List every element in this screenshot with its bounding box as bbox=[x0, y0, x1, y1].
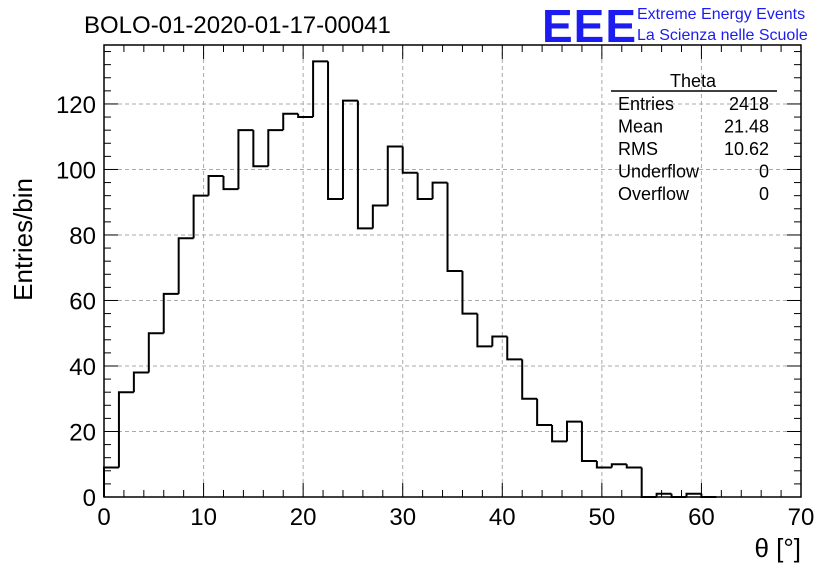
histogram-bin bbox=[521, 359, 538, 400]
axis-ticks bbox=[103, 45, 802, 498]
histogram-bin bbox=[222, 176, 239, 191]
stats-value: 0 bbox=[759, 184, 769, 204]
y-tick-label: 40 bbox=[69, 354, 96, 381]
histogram-bin bbox=[147, 332, 164, 373]
chart-title: BOLO-01-2020-01-17-00041 bbox=[84, 12, 391, 39]
stats-value: 0 bbox=[759, 162, 769, 182]
stats-value: 2418 bbox=[729, 94, 769, 114]
y-tick-label: 80 bbox=[69, 223, 96, 250]
histogram-bin bbox=[625, 464, 642, 469]
x-tick-label: 0 bbox=[97, 504, 110, 531]
histogram-bin bbox=[610, 463, 627, 468]
histogram-bin bbox=[207, 175, 224, 196]
histogram-bin bbox=[237, 129, 254, 190]
histogram-bin bbox=[476, 313, 493, 348]
stats-value: 10.62 bbox=[724, 139, 769, 159]
stats-title: Theta bbox=[670, 71, 717, 91]
y-tick-label: 20 bbox=[69, 419, 96, 446]
histogram-bin bbox=[580, 421, 597, 462]
y-tick-label: 100 bbox=[56, 157, 96, 184]
stats-label: Underflow bbox=[618, 162, 700, 182]
histogram-bin bbox=[655, 492, 672, 497]
histogram-bin bbox=[595, 460, 612, 469]
stats-box: Theta Entries 2418 Mean 21.48 RMS 10.62 Underf… bbox=[611, 71, 777, 204]
x-tick-label: 30 bbox=[389, 504, 416, 531]
histogram-bin bbox=[312, 60, 329, 118]
stats-label: Overflow bbox=[618, 184, 690, 204]
grid-lines bbox=[104, 45, 801, 497]
y-tick-label: 0 bbox=[83, 485, 96, 512]
stats-label: Mean bbox=[618, 117, 663, 137]
y-tick-label: 120 bbox=[56, 92, 96, 119]
histogram-bin bbox=[446, 182, 463, 272]
histogram-bin bbox=[117, 391, 134, 468]
x-tick-label: 40 bbox=[489, 504, 516, 531]
histogram-bin bbox=[297, 113, 314, 119]
x-tick-labels: 0 10 20 30 40 50 60 70 bbox=[97, 504, 814, 531]
histogram-bin bbox=[491, 335, 508, 347]
stats-rows: Entries 2418 Mean 21.48 RMS 10.62 Underflow 0 Ov… bbox=[618, 94, 769, 204]
x-tick-label: 10 bbox=[190, 504, 217, 531]
histogram-bin bbox=[371, 204, 388, 229]
logo-line-1: Extreme Energy Events bbox=[637, 6, 805, 23]
x-tick-label: 20 bbox=[290, 504, 317, 531]
x-tick-label: 70 bbox=[788, 504, 815, 531]
x-tick-label: 60 bbox=[688, 504, 715, 531]
stats-label: RMS bbox=[618, 139, 658, 159]
histogram-bin bbox=[685, 492, 702, 497]
histogram-bin bbox=[640, 467, 657, 498]
stats-value: 21.48 bbox=[724, 117, 769, 137]
histogram-bin bbox=[267, 129, 284, 167]
histogram-bin bbox=[401, 146, 418, 174]
histogram-bin bbox=[386, 145, 403, 206]
histogram-bin bbox=[177, 237, 194, 294]
histogram-bin bbox=[192, 194, 209, 239]
plot-frame bbox=[103, 44, 802, 498]
histogram-bin bbox=[132, 371, 149, 393]
histogram-bin bbox=[416, 172, 433, 200]
histogram-bin bbox=[103, 466, 119, 497]
histogram-bin bbox=[431, 181, 448, 199]
histogram-bin bbox=[341, 99, 358, 199]
x-tick-label: 50 bbox=[589, 504, 616, 531]
histogram-bin bbox=[551, 424, 568, 443]
histogram-bin bbox=[536, 398, 553, 426]
y-axis-title: Entries/bin bbox=[8, 178, 38, 301]
logo-mark: EEE bbox=[542, 0, 637, 52]
plot-border bbox=[103, 44, 802, 498]
logo-line-2: La Scienza nelle Scuole bbox=[637, 27, 808, 44]
histogram-bin bbox=[566, 420, 582, 442]
histogram-bin bbox=[327, 61, 343, 200]
histogram-bin bbox=[282, 112, 299, 131]
y-tick-labels: 0 20 40 60 80 100 120 bbox=[56, 92, 96, 512]
stats-label: Entries bbox=[618, 94, 674, 114]
eee-logo: EEE Extreme Energy Events La Scienza nel… bbox=[542, 0, 808, 52]
x-axis-title: θ [°] bbox=[754, 533, 801, 563]
histogram-bin bbox=[252, 130, 269, 168]
histogram-bin bbox=[356, 100, 373, 230]
y-tick-label: 60 bbox=[69, 288, 96, 315]
histogram-bin bbox=[506, 336, 523, 361]
histogram-bin bbox=[461, 271, 478, 315]
histogram-bin bbox=[162, 292, 179, 334]
